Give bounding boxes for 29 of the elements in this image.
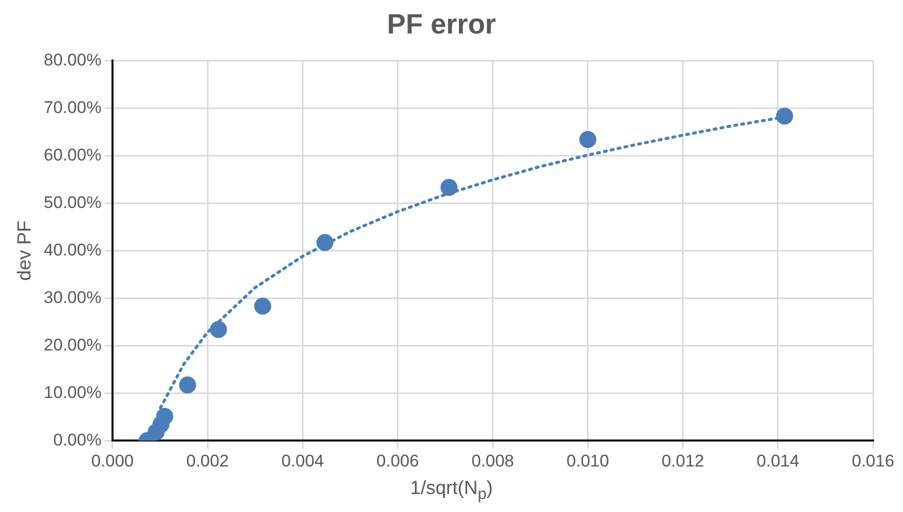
point <box>254 298 272 315</box>
y-tick-label: 80.00% <box>44 50 102 70</box>
point <box>440 178 458 196</box>
y-tick-label: 30.00% <box>44 288 102 307</box>
point <box>579 130 596 148</box>
x-tick-label: 0.004 <box>281 451 324 470</box>
chart-title: PF error <box>387 8 496 40</box>
y-tick-label: 10.00% <box>44 382 102 402</box>
y-tick-label: 40.00% <box>44 240 102 260</box>
y-axis-title: dev PF <box>14 220 36 281</box>
point <box>210 320 227 338</box>
x-tick-label: 0.000 <box>91 451 134 470</box>
x-axis-title: 1/sqrt(N$_{p}$) <box>409 478 494 504</box>
y-tick-label: 20.00% <box>44 335 102 354</box>
x-tick-label: 0.012 <box>662 451 704 470</box>
x-tick-label: 0.006 <box>376 451 419 470</box>
point <box>156 408 174 425</box>
y-tick-label: 70.00% <box>44 98 102 117</box>
x-tick-label: 0.014 <box>756 451 800 470</box>
y-tick-label: 60.00% <box>44 145 102 164</box>
point <box>776 108 794 125</box>
x-tick-label: 0.010 <box>566 451 610 470</box>
y-tick-label: 0.00% <box>53 430 102 450</box>
x-tick-label: 0.008 <box>471 451 514 470</box>
point <box>179 376 196 394</box>
point <box>316 234 334 252</box>
x-tick-label: 0.016 <box>852 451 894 470</box>
x-tick-label: 0.002 <box>186 451 229 470</box>
y-tick-label: 50.00% <box>44 192 102 212</box>
